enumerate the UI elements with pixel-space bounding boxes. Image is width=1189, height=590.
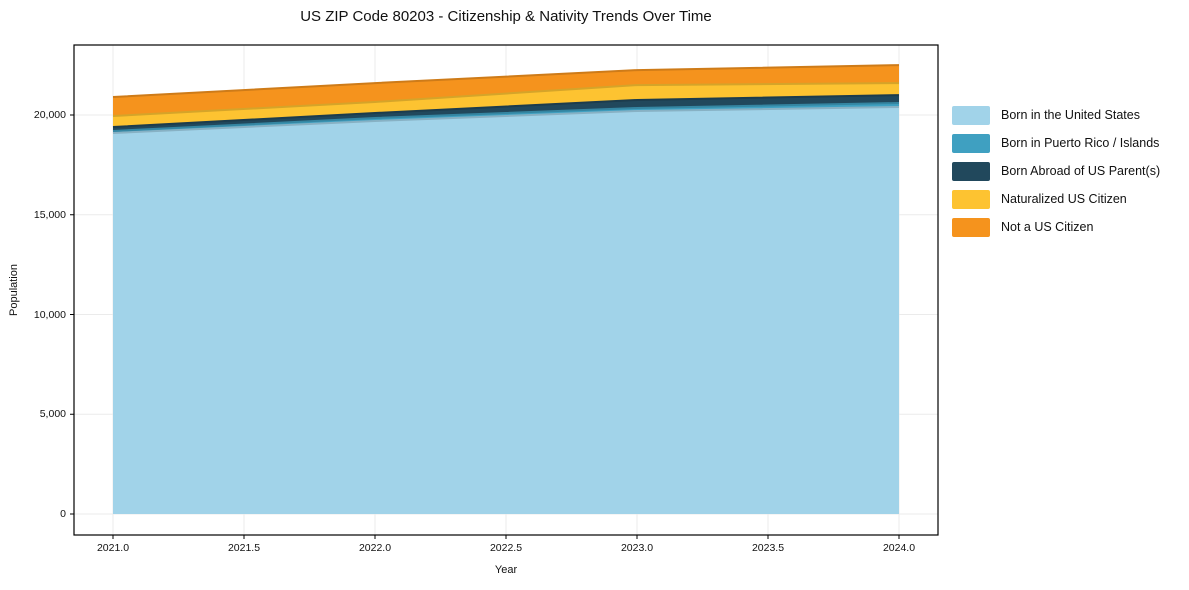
x-tick-label: 2021.5 xyxy=(227,542,261,554)
legend-swatch xyxy=(952,190,990,209)
legend-item: Born in the United States xyxy=(952,106,1182,125)
legend-label: Born Abroad of US Parent(s) xyxy=(1001,164,1161,178)
y-tick-label: 10,000 xyxy=(33,308,66,321)
legend-label: Not a US Citizen xyxy=(1001,220,1094,234)
x-tick-label: 2021.0 xyxy=(96,542,130,554)
y-tick-label: 0 xyxy=(60,508,66,520)
area-series-edge xyxy=(112,106,900,134)
y-tick-label: 20,000 xyxy=(33,109,66,121)
legend-item: Born Abroad of US Parent(s) xyxy=(952,162,1182,181)
legend-item: Not a US Citizen xyxy=(952,218,1182,237)
chart-title: US ZIP Code 80203 - Citizenship & Nativi… xyxy=(300,8,712,25)
x-tick-label: 2024.0 xyxy=(882,542,916,554)
legend-label: Born in the United States xyxy=(1001,108,1140,122)
area-series xyxy=(113,103,899,133)
x-tick-label: 2023.5 xyxy=(751,542,785,554)
legend-swatch xyxy=(952,218,990,237)
legend-item: Naturalized US Citizen xyxy=(952,190,1182,209)
x-tick-label: 2022.0 xyxy=(358,542,392,554)
area-series-edge xyxy=(112,82,900,117)
legend-swatch xyxy=(952,106,990,125)
legend-swatch xyxy=(952,134,990,153)
legend-item: Born in Puerto Rico / Islands xyxy=(952,134,1182,153)
x-axis-label: Year xyxy=(494,564,518,576)
legend-label: Naturalized US Citizen xyxy=(1001,192,1127,206)
area-series xyxy=(113,107,899,514)
legend-label: Born in Puerto Rico / Islands xyxy=(1001,136,1160,150)
x-tick-label: 2023.0 xyxy=(620,542,654,554)
y-tick-label: 5,000 xyxy=(39,408,66,421)
area-series-edge xyxy=(112,94,900,128)
area-series-edge xyxy=(112,64,900,98)
area-series xyxy=(113,65,899,116)
y-tick-label: 15,000 xyxy=(33,208,66,221)
area-series xyxy=(113,95,899,131)
legend-swatch xyxy=(952,162,990,181)
legend: Born in the United States Born in Puerto … xyxy=(952,106,1182,246)
x-tick-label: 2022.5 xyxy=(489,542,523,554)
area-series-edge xyxy=(112,102,900,132)
